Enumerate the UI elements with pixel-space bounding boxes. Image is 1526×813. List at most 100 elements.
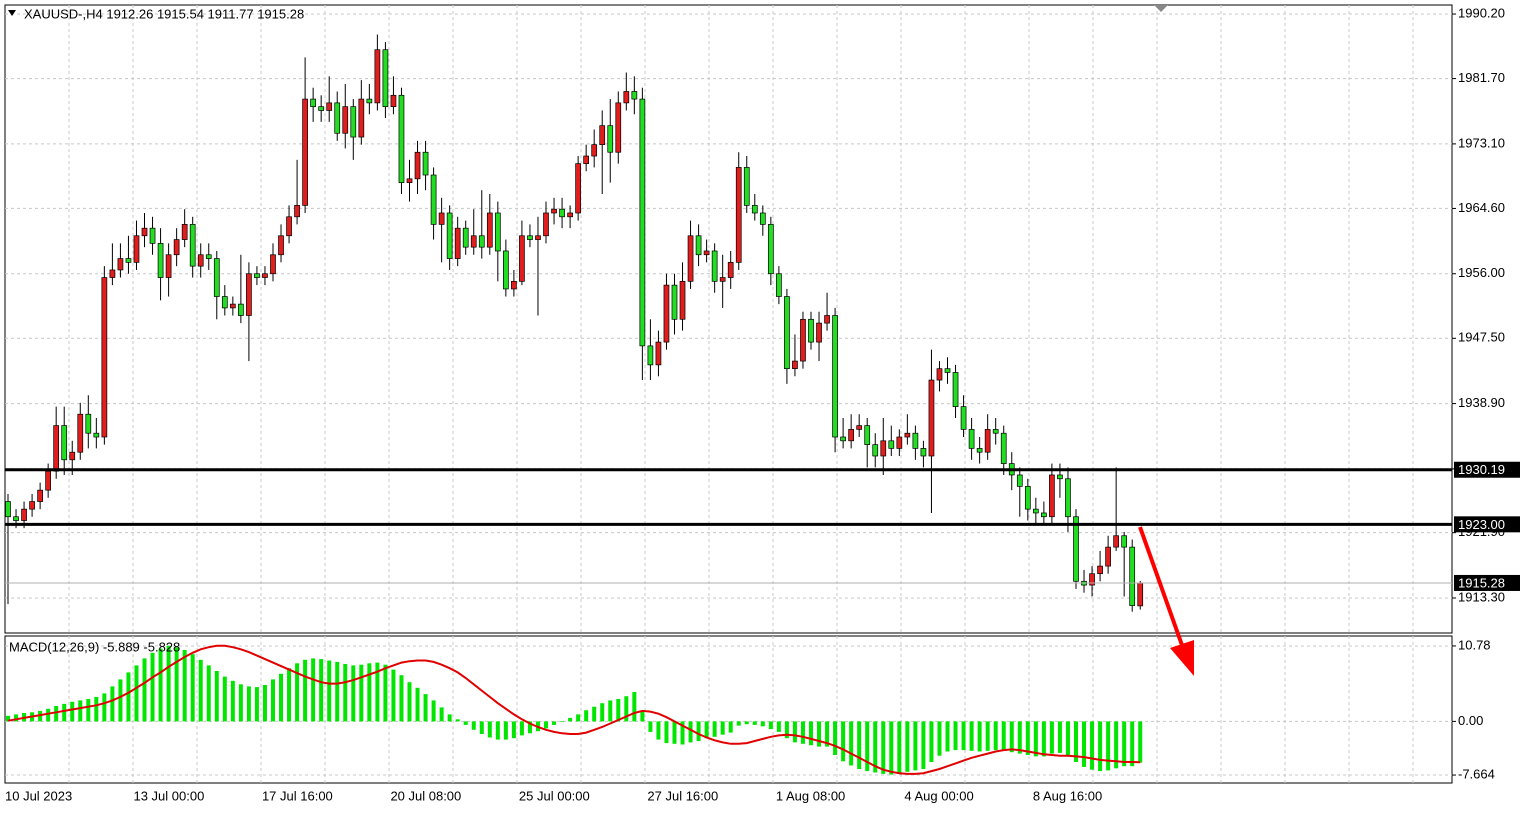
price-panel [4,4,1453,634]
signal-line [7,644,1141,775]
macd-bar [174,647,179,722]
candle-body [310,98,316,108]
macd-bar [760,721,765,727]
candle-body [1057,474,1063,480]
level-box [1454,516,1520,533]
candle-body [165,254,172,278]
macd-bar [1009,721,1014,753]
macd-bar [624,696,629,722]
macd-bar [616,699,621,722]
candle-body [133,235,140,263]
macd-bar [817,721,822,747]
y-tick-label: 1947.50 [1458,330,1505,345]
macd-bar [54,706,59,722]
macd-bar [62,703,67,722]
candle-body [1016,474,1023,487]
macd-bar [841,721,846,762]
candle-body [149,227,156,244]
candle-body [173,239,180,256]
macd-bar [383,664,388,722]
candle-body [77,413,84,453]
level-label: 1930.19 [1458,462,1505,477]
macd-bar [158,648,163,722]
macd-bar [94,696,99,722]
x-tick-label: 17 Jul 16:00 [262,788,333,803]
candle-body [205,254,212,259]
candle-body [109,269,116,278]
candle-body [647,345,654,366]
candle-body [960,406,967,430]
candle-body [374,49,381,104]
macd-bar [600,703,605,722]
macd-bar [744,721,749,725]
macd-bar [720,721,725,735]
macd-bar [150,652,155,722]
candle-body [503,250,509,290]
x-tick-label: 10 Jul 2023 [5,788,72,803]
x-tick-label: 8 Aug 16:00 [1033,788,1102,803]
candle-body [735,167,742,263]
y-tick-label: 0.00 [1458,713,1483,728]
macd-bar [319,659,324,722]
macd-bar [1041,721,1046,757]
chart-title: XAUUSD-,H4 1912.26 1915.54 1911.77 1915.… [24,6,304,21]
x-tick-label: 13 Jul 00:00 [133,788,204,803]
candle-body [655,341,662,366]
candle-body [334,102,341,134]
macd-bar [142,658,147,722]
candle-body [197,254,204,267]
macd-bar [279,673,284,722]
candle-body [117,258,124,271]
plot [5,34,1144,775]
candle-body [454,227,461,259]
candle-body [430,174,437,225]
candle-body [93,432,100,438]
candle-body [478,235,485,248]
x-tick-label: 27 Jul 16:00 [647,788,718,803]
level-box [1454,461,1520,478]
candle-body [85,413,92,434]
macd-bar [1065,721,1070,755]
candle-body [527,235,533,240]
macd-bar [985,721,990,751]
menu-arrow [8,10,16,16]
macd-bar [937,721,942,756]
y-tick-label: 1956.00 [1458,265,1505,280]
macd-bar [977,721,982,752]
candle-body [743,167,750,206]
macd-bar [1098,721,1103,772]
candle-body [711,250,718,282]
candle-body [189,224,196,267]
candle-body [687,235,694,282]
candle-body [470,235,477,248]
candle-body [21,508,27,521]
candle-body [599,125,606,145]
macd-bar [303,659,308,722]
candle-body [438,212,445,225]
candle-body [575,163,581,214]
candle-body [992,429,999,434]
macd-bar [961,721,966,751]
macd-bar [704,721,709,739]
candle-body [1065,478,1071,518]
macd-bar [519,721,524,736]
macd-bar [495,721,500,740]
candle-body [968,429,975,449]
macd-bar [295,663,300,722]
macd-bar [182,650,187,722]
candle-body [302,98,308,206]
candle-body [583,155,590,164]
macd-bar [270,679,275,722]
macd-bar [287,668,292,722]
macd-bar [544,721,549,729]
candle-body [800,318,806,362]
x-tick-label: 4 Aug 00:00 [904,788,973,803]
candle-body [1113,535,1119,548]
candle-body [759,212,766,225]
candle-body [792,360,798,370]
macd-bar [327,660,332,722]
macd-bar [576,714,581,722]
candle-body [1137,582,1144,607]
candle-body [238,303,244,316]
